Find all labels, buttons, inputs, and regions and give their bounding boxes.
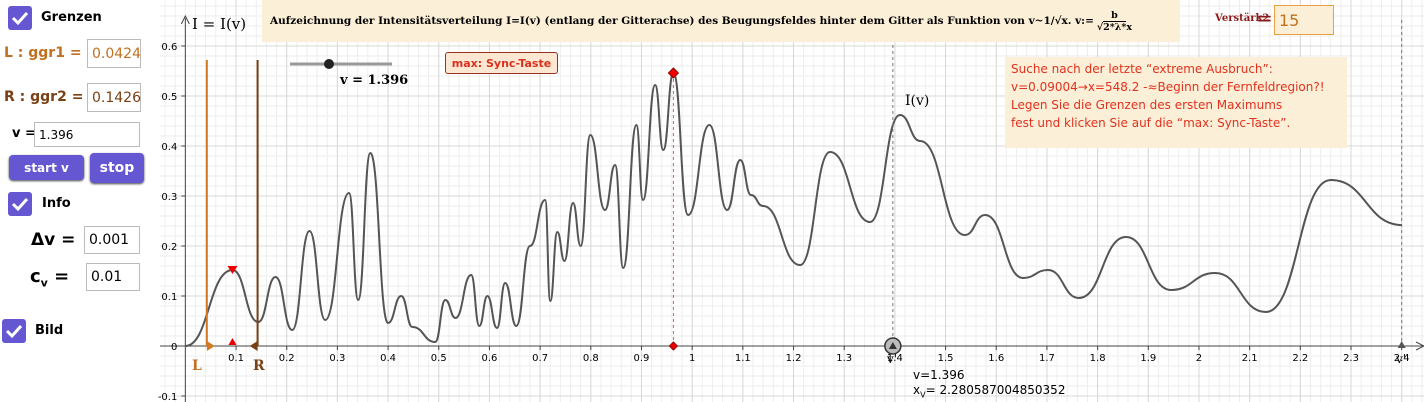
x-tick-label: 0.1 [228, 353, 244, 364]
button[interactable]: start v [9, 155, 84, 180]
y-tick-label: 0.5 [161, 92, 177, 103]
boundary-l-marker [206, 341, 215, 351]
point-label: v' [1396, 352, 1407, 366]
slider-knob [324, 59, 334, 69]
curve-label: I(v) [905, 93, 930, 109]
x-tick-label: 1.1 [735, 353, 751, 364]
label: = [925, 383, 936, 397]
label: Info [42, 196, 71, 211]
v-point-arrow [888, 342, 897, 349]
x-tick-label: 1.7 [1039, 353, 1055, 364]
input[interactable]: 0.01 [86, 263, 140, 291]
point-label: v' [887, 352, 898, 366]
input[interactable]: 0.0424 [87, 39, 141, 68]
text: v=1.396 [913, 368, 965, 382]
x-tick-label: 1.5 [938, 353, 954, 364]
info-line: fest und klicken Sie auf die “max: Sync-… [1011, 116, 1291, 130]
label: Verstärk2 [1215, 13, 1270, 24]
x-tick-label: 2.4 [1394, 353, 1410, 364]
boundary-r-marker [249, 341, 258, 351]
numerator: b [1103, 10, 1126, 22]
info-box: Suche nach der letzte “extreme Ausbruch”… [1005, 57, 1347, 148]
x-tick-label: 1 [689, 353, 695, 364]
label: Bild [35, 323, 64, 338]
text: xV= 2.280587004850352 [913, 383, 1065, 399]
input[interactable]: 1.396 [34, 122, 140, 147]
max-marker [227, 266, 238, 274]
x-tick-label: 2.2 [1292, 353, 1308, 364]
axis-arrow [180, 14, 190, 25]
label: Δv = [31, 230, 76, 250]
button[interactable]: stop [90, 153, 144, 183]
value: 1.396 [930, 368, 965, 382]
intensity-curve [185, 71, 1402, 347]
y-tick-label: -0.1 [158, 392, 178, 402]
label: c [30, 266, 41, 287]
x-tick-label: 0.4 [380, 353, 396, 364]
label: Grenzen [41, 10, 102, 25]
input[interactable]: 0.1426 [87, 83, 141, 112]
x-tick-label: 0.8 [583, 353, 599, 364]
title-box: Aufzeichnung der Intensitätsverteilung I… [262, 0, 1180, 42]
label: R : ggr2 = [4, 89, 84, 105]
x-tick-label: 1.4 [887, 353, 903, 364]
x-tick-label: 0.9 [634, 353, 650, 364]
checkbox[interactable] [8, 6, 32, 30]
info-line: Legen Sie die Grenzen des ersten Maximum… [1011, 98, 1283, 112]
point-label: R [253, 358, 265, 374]
y-tick-label: 0.6 [161, 42, 177, 53]
fraction: b √2*λ*x [1097, 10, 1132, 33]
x-tick-label: 0.5 [431, 353, 447, 364]
info-line: Suche nach der letzte “extreme Ausbruch”… [1011, 62, 1273, 76]
info-line: v=0.09004→x=548.2 -≈Beginn der Fernfeldr… [1011, 80, 1325, 94]
max-x-marker [228, 338, 237, 345]
x-tick-label: 0.6 [481, 353, 497, 364]
y-tick-label: 0.4 [161, 142, 177, 153]
x-tick-label: 2 [1196, 353, 1202, 364]
slider-label: v = 1.396 [340, 73, 409, 88]
x-tick-label: 1.2 [786, 353, 802, 364]
label: cv = [30, 266, 69, 290]
x-tick-label: 0.2 [279, 353, 295, 364]
x-tick-label: 0.3 [329, 353, 345, 364]
sync-point [667, 67, 680, 79]
label: = [1256, 6, 1273, 30]
axis-arrow [1415, 341, 1424, 351]
button[interactable]: max: Sync-Taste [445, 52, 558, 74]
y-tick-label: 0.3 [161, 192, 177, 203]
label: v = [12, 126, 36, 141]
label: v [40, 276, 48, 290]
x-tick-label: 1.9 [1140, 353, 1156, 364]
x-tick-label: 2.3 [1343, 353, 1359, 364]
label: v= [913, 368, 931, 382]
denominator: √2*λ*x [1096, 21, 1132, 33]
x-tick-label: 1.3 [836, 353, 852, 364]
value: 2.280587004850352 [939, 383, 1066, 397]
input[interactable]: 0.001 [84, 226, 140, 254]
label: V [920, 390, 926, 400]
label: L : ggr1 = [4, 45, 82, 61]
x-tick-label: 0.7 [532, 353, 548, 364]
x-tick-label: 1.8 [1090, 353, 1106, 364]
input[interactable]: 15 [1274, 5, 1334, 35]
x-tick-label: 1.6 [988, 353, 1004, 364]
sync-x-point [668, 341, 679, 351]
point-label: L [192, 358, 202, 374]
y-tick-label: 0.1 [161, 292, 177, 303]
y-tick-label: 0.2 [161, 242, 177, 253]
title: Aufzeichnung der Intensitätsverteilung I… [270, 15, 1094, 27]
axis-label: I = I(v) [192, 15, 247, 33]
checkbox[interactable] [2, 319, 26, 343]
label: x [913, 383, 921, 397]
y-tick-label: 0 [171, 342, 177, 353]
checkbox[interactable] [8, 192, 32, 216]
label: = [54, 266, 70, 287]
v-end-marker [1397, 341, 1406, 348]
x-tick-label: 2.1 [1242, 353, 1258, 364]
